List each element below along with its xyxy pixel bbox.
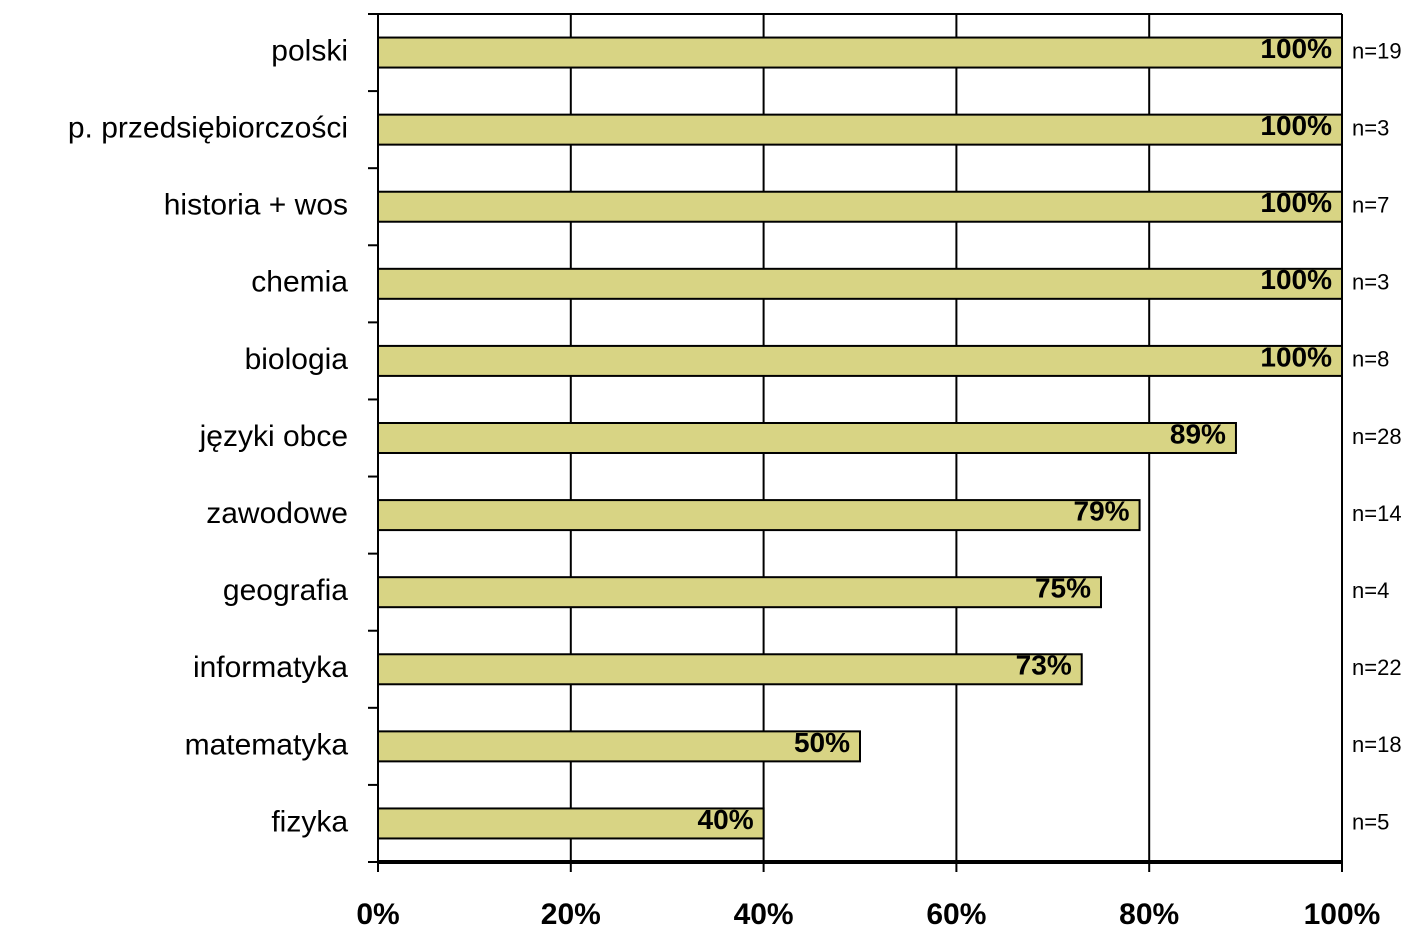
n-label: n=8 bbox=[1352, 347, 1389, 372]
value-label: 75% bbox=[1035, 573, 1091, 604]
y-tick-label: polski bbox=[271, 34, 348, 67]
value-label: 100% bbox=[1260, 187, 1332, 218]
n-label: n=5 bbox=[1352, 809, 1389, 834]
x-tick-label: 40% bbox=[734, 898, 794, 930]
bar bbox=[377, 807, 765, 840]
value-label: 100% bbox=[1260, 264, 1332, 295]
n-label: n=18 bbox=[1352, 732, 1402, 757]
y-tick-label: języki obce bbox=[199, 420, 348, 453]
y-tick-label: zawodowe bbox=[206, 497, 348, 530]
value-label: 100% bbox=[1260, 341, 1332, 372]
y-tick-label: matematyka bbox=[185, 728, 349, 761]
bar bbox=[377, 267, 1343, 300]
y-tick-label: geografia bbox=[223, 574, 348, 607]
bar bbox=[377, 576, 1102, 609]
n-label: n=3 bbox=[1352, 115, 1389, 140]
y-tick-label: informatyka bbox=[193, 651, 348, 684]
y-tick-label: biologia bbox=[245, 343, 349, 376]
n-label: n=7 bbox=[1352, 193, 1389, 218]
n-label: n=14 bbox=[1352, 501, 1402, 526]
y-tick-label: p. przedsiębiorczości bbox=[68, 112, 348, 145]
value-label: 100% bbox=[1260, 33, 1332, 64]
bar bbox=[377, 190, 1343, 223]
y-tick-label: chemia bbox=[251, 266, 348, 299]
value-label: 79% bbox=[1074, 495, 1130, 526]
value-label: 40% bbox=[698, 804, 754, 835]
n-label: n=4 bbox=[1352, 578, 1389, 603]
bar bbox=[377, 36, 1343, 69]
bar bbox=[377, 730, 861, 763]
bar bbox=[377, 499, 1141, 532]
n-label: n=28 bbox=[1352, 424, 1402, 449]
bar bbox=[377, 422, 1237, 454]
x-tick-label: 20% bbox=[541, 898, 601, 930]
y-tick-label: historia + wos bbox=[164, 189, 348, 222]
n-label: n=19 bbox=[1352, 38, 1402, 63]
y-tick-label: fizyka bbox=[271, 805, 348, 838]
x-tick-label: 100% bbox=[1304, 898, 1381, 930]
value-label: 73% bbox=[1016, 650, 1072, 681]
value-label: 89% bbox=[1170, 418, 1226, 449]
x-tick-label: 0% bbox=[356, 898, 399, 930]
n-label: n=22 bbox=[1352, 655, 1402, 680]
x-tick-label: 60% bbox=[926, 898, 986, 930]
value-label: 50% bbox=[794, 727, 850, 758]
n-label: n=3 bbox=[1352, 270, 1389, 295]
bar bbox=[377, 653, 1083, 686]
bar bbox=[377, 113, 1343, 146]
x-tick-label: 80% bbox=[1119, 898, 1179, 930]
bar bbox=[377, 344, 1343, 377]
value-label: 100% bbox=[1260, 110, 1332, 141]
